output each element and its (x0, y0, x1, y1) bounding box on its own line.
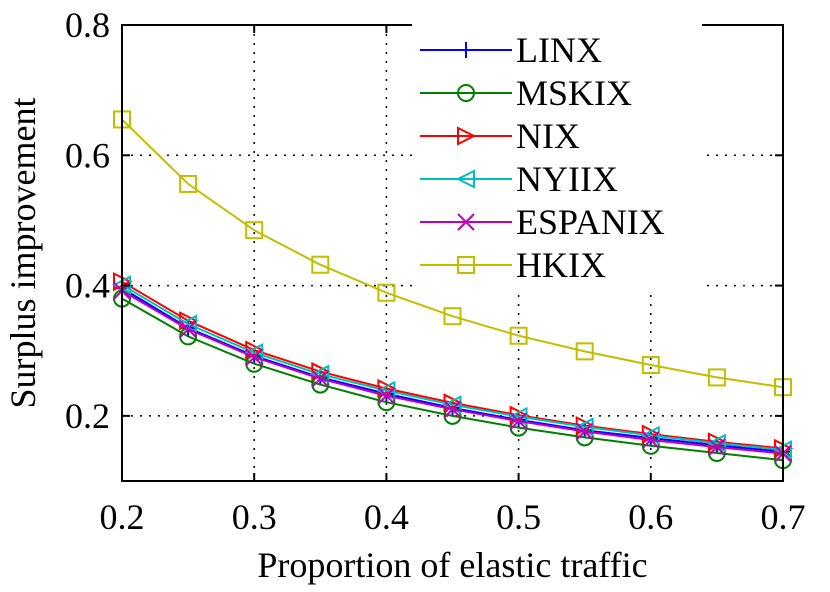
data-point-espanix (642, 431, 660, 449)
x-tick-label: 0.7 (761, 497, 806, 537)
legend-marker (457, 256, 475, 274)
x-tick-label: 0.5 (496, 497, 541, 537)
data-point-hkix (575, 342, 594, 361)
legend-marker (457, 84, 475, 102)
legend-entry-nyiix: NYIIX (420, 159, 618, 199)
legend-label: HKIX (516, 245, 606, 285)
legend-label: NYIIX (516, 159, 618, 199)
series-line-linx (121, 287, 784, 453)
x-tick-label: 0.3 (232, 497, 277, 537)
y-tick-label: 0.2 (65, 396, 110, 436)
legend-label: MSKIX (516, 73, 632, 113)
data-point-espanix (575, 422, 594, 441)
legend-entry-mskix: MSKIX (420, 73, 632, 113)
series-line-mskix (121, 297, 784, 462)
data-point-hkix (179, 174, 198, 193)
y-tick-label: 0.4 (65, 266, 110, 306)
legend-entry-nix: NIX (420, 116, 580, 156)
legend-label: LINX (516, 30, 602, 70)
legend-marker (455, 169, 475, 189)
series-layer (111, 110, 794, 470)
x-axis-label: Proportion of elastic traffic (257, 545, 647, 585)
series-nix (113, 272, 794, 459)
data-point-espanix (311, 370, 330, 388)
y-tick-label: 0.6 (65, 135, 110, 175)
series-nyiix (111, 275, 792, 460)
series-line-nix (121, 280, 784, 450)
series-line-hkix (121, 118, 784, 389)
legend-background (412, 24, 702, 292)
data-point-hkix (509, 326, 528, 345)
data-point-hkix (641, 356, 660, 375)
series-linx (114, 280, 791, 460)
data-point-hkix (443, 307, 462, 326)
legend-entry-linx: LINX (420, 30, 602, 70)
data-point-espanix (377, 386, 396, 405)
data-point-hkix (311, 255, 330, 274)
y-tick-label: 0.8 (65, 5, 110, 45)
axis-ticks: 0.2 0.3 0.4 0.5 0.6 0.7 0.2 0.4 0.6 0.8 (65, 5, 806, 537)
legend-marker (458, 42, 474, 58)
legend-marker (457, 213, 475, 231)
legend-entry-espanix: ESPANIX (420, 202, 665, 242)
series-line-nyiix (121, 284, 784, 451)
data-point-espanix (179, 320, 197, 338)
data-point-hkix (245, 221, 264, 240)
legend-entry-hkix: HKIX (420, 245, 606, 285)
data-point-hkix (377, 283, 396, 302)
data-point-hkix (707, 368, 726, 387)
data-point-espanix (509, 412, 528, 430)
legend-label: ESPANIX (516, 202, 665, 242)
legend-marker (457, 126, 477, 146)
data-point-espanix (245, 348, 263, 366)
data-point-espanix (443, 400, 462, 419)
y-axis-label: Surplus improvement (3, 98, 43, 409)
data-point-espanix (708, 438, 726, 456)
x-tick-label: 0.6 (628, 497, 673, 537)
legend-label: NIX (516, 116, 580, 156)
x-tick-label: 0.4 (364, 497, 409, 537)
x-tick-label: 0.2 (100, 497, 145, 537)
